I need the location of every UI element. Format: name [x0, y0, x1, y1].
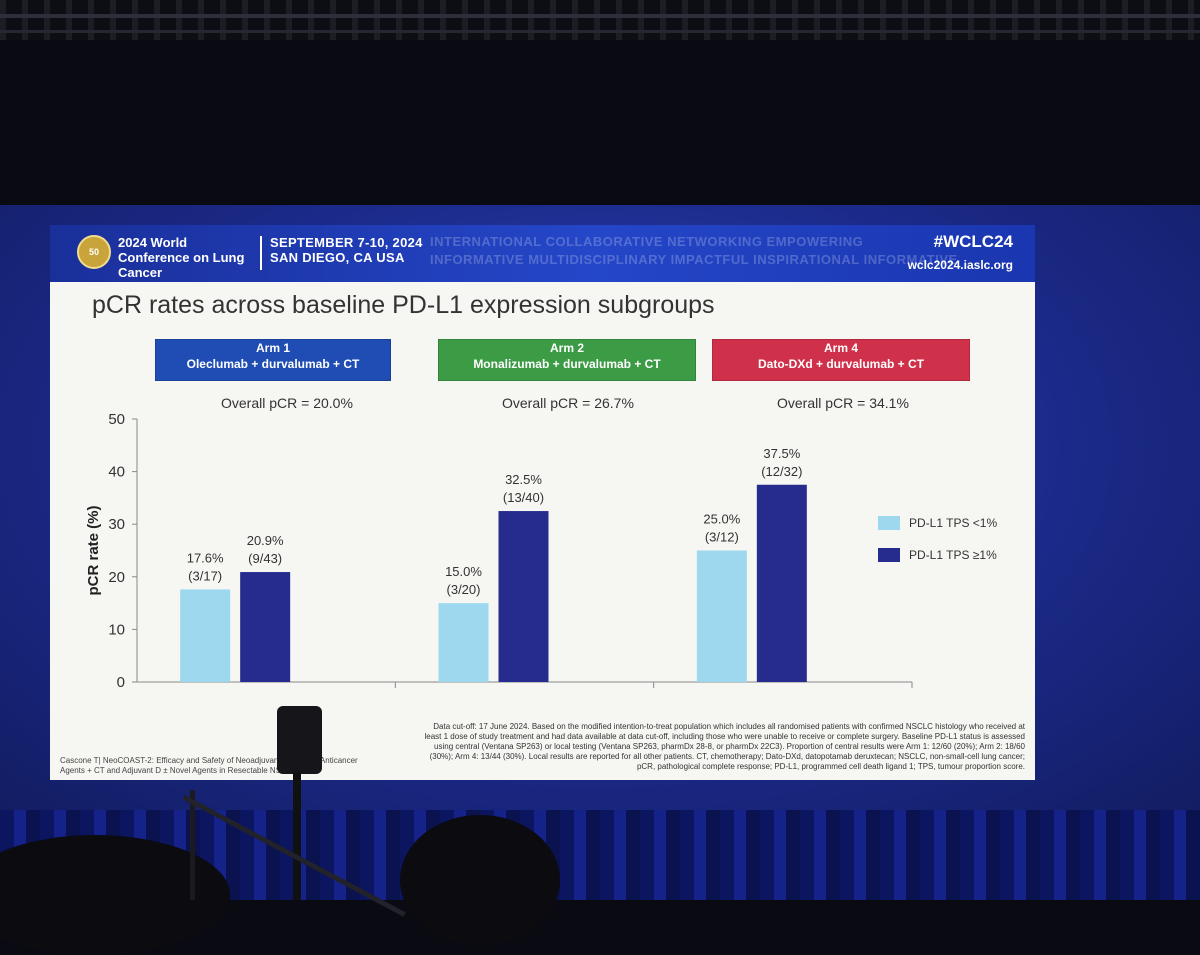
truss-beam: [0, 14, 1200, 18]
bar-arm-4-series-1: [696, 550, 747, 682]
camera-pole: [293, 772, 301, 900]
legend-label: PD-L1 TPS <1%: [909, 516, 998, 530]
truss-beam-lower: [0, 30, 1200, 33]
iaslc-seal-logo: 50: [77, 235, 111, 269]
arm-1-overall-pcr: Overall pCR = 20.0%: [221, 395, 353, 411]
arm-2-header: Arm 2 Monalizumab + durvalumab + CT: [438, 339, 696, 381]
conference-dates: SEPTEMBER 7-10, 2024: [270, 235, 423, 250]
arm-regimen: Dato-DXd + durvalumab + CT: [757, 357, 925, 371]
bar-arm-1-series-2: [240, 572, 291, 682]
arm-4-overall-pcr: Overall pCR = 34.1%: [777, 395, 909, 411]
legend-swatch-tps-lt1: [878, 516, 900, 530]
y-axis-title: pCR rate (%): [85, 505, 102, 595]
arm-1-header: Arm 1 Oleclumab + durvalumab + CT: [155, 339, 391, 381]
slide-footnote: Data cut-off: 17 June 2024. Based on the…: [424, 722, 1026, 771]
arm-regimen: Monalizumab + durvalumab + CT: [473, 357, 661, 371]
conference-dates-location: SEPTEMBER 7-10, 2024 SAN DIEGO, CA USA: [270, 235, 423, 265]
conference-name: 2024 World Conference on Lung Cancer: [118, 235, 245, 280]
bar-value-label: 32.5%: [505, 472, 542, 487]
bar-arm-2-series-1: [438, 603, 489, 682]
y-tick-label: 50: [108, 411, 125, 428]
bar-arm-2-series-2: [498, 511, 549, 682]
legend-swatch-tps-ge1: [878, 548, 900, 562]
conference-banner: 50 2024 World Conference on Lung Cancer …: [50, 225, 1035, 282]
conference-location: SAN DIEGO, CA USA: [270, 250, 405, 265]
pcr-bar-chart: 0 10 20 30 40 50 pCR rate (%) 17.6% (3/17) 20.9% (…: [85, 411, 913, 691]
bar-value-label: 20.9%: [247, 533, 284, 548]
bar-fraction-label: (12/32): [761, 464, 802, 479]
y-tick-label: 20: [108, 569, 125, 586]
arm-2-overall-pcr: Overall pCR = 26.7%: [502, 395, 634, 411]
ticker-line-2: INFORMATIVE MULTIDISCIPLINARY IMPACTFUL …: [430, 252, 958, 267]
bar-fraction-label: (3/12): [705, 530, 739, 545]
banner-divider: [260, 236, 262, 270]
y-tick-label: 30: [108, 516, 125, 533]
bar-value-label: 25.0%: [703, 512, 740, 527]
audience-head: [400, 815, 560, 945]
presentation-slide: 50 2024 World Conference on Lung Cancer …: [50, 225, 1035, 780]
legend-label: PD-L1 TPS ≥1%: [909, 548, 997, 562]
camera-body: [277, 706, 322, 774]
arm-regimen: Oleclumab + durvalumab + CT: [186, 357, 360, 371]
bar-fraction-label: (3/17): [188, 568, 222, 583]
y-tick-label: 10: [108, 621, 125, 638]
ceiling-truss: [0, 0, 1200, 40]
bar-fraction-label: (3/20): [447, 582, 481, 597]
arm-title: Arm 1: [255, 341, 290, 355]
arm-title: Arm 4: [823, 341, 858, 355]
bar-fraction-label: (9/43): [248, 551, 282, 566]
ticker-line-1: INTERNATIONAL COLLABORATIVE NETWORKING E…: [430, 234, 864, 249]
conference-website: wclc2024.iaslc.org: [907, 258, 1013, 272]
y-tick-label: 0: [117, 674, 125, 691]
arm-4-header: Arm 4 Dato-DXd + durvalumab + CT: [712, 339, 970, 381]
slide-citation: Cascone T| NeoCOAST-2: Efficacy and Safe…: [60, 756, 358, 775]
arm-title: Arm 2: [549, 341, 584, 355]
slide-title: pCR rates across baseline PD-L1 expressi…: [92, 291, 715, 319]
bar-arm-4-series-2: [756, 484, 807, 682]
bar-value-label: 37.5%: [763, 446, 800, 461]
railing-post: [190, 790, 195, 900]
bar-fraction-label: (13/40): [503, 490, 544, 505]
conference-hashtag: #WCLC24: [933, 232, 1013, 251]
bar-value-label: 15.0%: [445, 564, 482, 579]
y-tick-label: 40: [108, 464, 125, 481]
banner-ticker-text: INTERNATIONAL COLLABORATIVE NETWORKING E…: [430, 233, 958, 269]
bar-arm-1-series-1: [180, 589, 231, 682]
bar-value-label: 17.6%: [187, 550, 224, 565]
